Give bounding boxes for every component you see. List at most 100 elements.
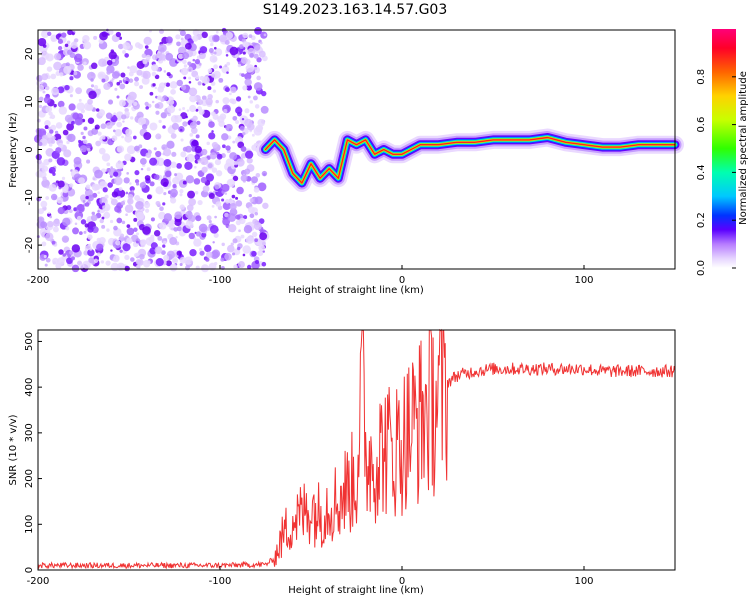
noise-blob [248, 34, 253, 38]
noise-blob [214, 48, 223, 56]
noise-blob [197, 81, 202, 86]
noise-blob [104, 194, 109, 199]
noise-blob [224, 87, 230, 93]
noise-blob [139, 181, 147, 189]
noise-blob [116, 262, 126, 272]
snr-series-line [37, 328, 676, 570]
noise-blob [127, 66, 130, 69]
noise-blob [250, 176, 258, 184]
noise-blob [216, 153, 223, 160]
noise-blob [211, 205, 215, 208]
noise-blob [190, 260, 194, 264]
noise-blob [226, 244, 235, 253]
noise-blob [232, 238, 238, 244]
noise-blob [113, 254, 120, 262]
noise-blob [105, 260, 111, 266]
noise-blob [225, 145, 231, 151]
noise-blob [261, 261, 267, 267]
noise-blob [169, 188, 178, 197]
noise-blob [183, 76, 187, 80]
noise-blob [155, 258, 164, 267]
noise-blob [253, 222, 262, 231]
noise-blob [135, 182, 140, 186]
noise-blob [187, 190, 196, 199]
noise-blob [253, 186, 260, 193]
noise-blob [111, 71, 120, 79]
spectrogram-y-tick-label: -10 [24, 189, 35, 205]
colorbar-tick-label: 0.0 [696, 260, 707, 276]
noise-blob [228, 199, 234, 205]
noise-blob [212, 241, 215, 244]
noise-blob [226, 178, 236, 188]
noise-blob [226, 71, 229, 74]
noise-blob [126, 227, 135, 236]
noise-blob [53, 103, 57, 108]
noise-blob [139, 85, 144, 90]
noise-blob [68, 103, 76, 111]
noise-blob [254, 64, 257, 68]
noise-blob [196, 120, 201, 126]
noise-blob [256, 57, 262, 63]
noise-blob [116, 217, 123, 224]
noise-blob [98, 236, 106, 244]
noise-blob [135, 252, 140, 257]
spectrogram-x-tick-label: 0 [399, 275, 405, 286]
noise-blob [42, 82, 48, 88]
noise-blob [182, 121, 188, 127]
noise-blob [100, 260, 105, 264]
noise-blob [52, 219, 60, 227]
noise-blob [134, 81, 140, 87]
noise-blob [189, 94, 197, 103]
noise-blob [79, 145, 88, 153]
noise-blob [163, 254, 170, 261]
noise-blob [201, 166, 208, 173]
noise-blob [126, 172, 129, 175]
noise-blob [103, 82, 111, 91]
noise-blob [84, 202, 90, 207]
noise-blob [230, 242, 234, 246]
noise-blob [58, 106, 68, 115]
noise-blob [87, 98, 93, 105]
snr-x-ticks: -200 -100 0 100 [27, 566, 594, 587]
noise-blob [229, 202, 237, 211]
noise-blob [105, 112, 113, 120]
noise-blob [101, 202, 106, 206]
noise-blob [160, 250, 166, 256]
noise-blob [108, 51, 117, 60]
noise-blob [186, 204, 194, 212]
noise-blob [66, 122, 74, 131]
noise-blob [193, 238, 202, 247]
noise-blob [162, 125, 166, 129]
noise-blob [213, 51, 217, 55]
noise-blob [247, 95, 251, 99]
noise-blob [198, 62, 202, 66]
noise-blob [211, 130, 214, 133]
noise-blob [124, 254, 130, 261]
noise-blob [51, 87, 59, 96]
noise-blob [224, 64, 228, 68]
noise-blob [204, 244, 212, 253]
noise-blob [47, 31, 52, 37]
noise-blob [258, 244, 266, 252]
noise-blob [179, 256, 187, 264]
snr-frame [37, 329, 676, 571]
noise-blob [53, 133, 62, 141]
noise-blob [225, 158, 235, 167]
noise-blob [219, 65, 223, 69]
snr-y-tick-label: 400 [24, 378, 35, 397]
noise-blob [106, 70, 111, 75]
noise-blob [145, 152, 152, 158]
noise-blob [100, 123, 107, 130]
noise-blob [97, 191, 101, 194]
noise-blob [179, 262, 183, 267]
noise-blob [170, 88, 176, 95]
noise-blob [208, 47, 214, 53]
noise-blob [249, 112, 255, 118]
noise-blob [215, 99, 219, 104]
noise-blob [243, 225, 253, 234]
noise-blob [256, 75, 261, 81]
noise-blob [185, 175, 195, 184]
noise-blob [222, 144, 226, 149]
noise-blob [185, 210, 193, 219]
noise-blob [141, 124, 148, 130]
